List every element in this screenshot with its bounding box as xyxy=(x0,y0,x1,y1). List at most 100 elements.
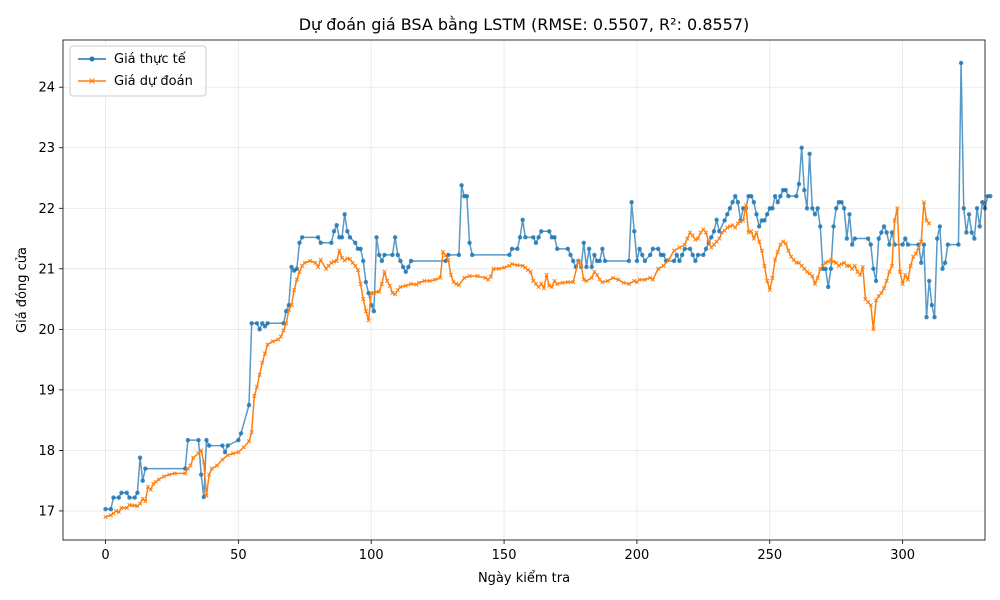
data-point xyxy=(337,248,342,253)
data-point xyxy=(961,206,966,211)
data-point xyxy=(600,279,605,285)
data-point xyxy=(775,249,780,255)
data-point xyxy=(148,487,153,492)
data-point xyxy=(329,240,334,245)
data-point xyxy=(958,60,964,66)
series-predicted xyxy=(103,200,932,520)
data-point xyxy=(547,283,552,288)
data-point xyxy=(783,187,788,193)
data-point xyxy=(124,490,129,495)
data-point xyxy=(254,321,260,326)
data-point xyxy=(515,263,520,268)
data-point xyxy=(440,249,446,255)
data-point xyxy=(778,193,783,199)
data-point xyxy=(823,260,828,265)
data-point xyxy=(151,481,156,486)
data-point xyxy=(446,257,451,262)
data-point xyxy=(629,200,634,205)
data-point xyxy=(937,224,943,229)
data-point xyxy=(260,321,265,326)
data-point xyxy=(555,281,560,287)
data-point xyxy=(294,277,299,282)
data-point xyxy=(132,495,137,500)
data-point xyxy=(347,256,353,262)
data-point xyxy=(772,257,778,262)
data-point xyxy=(741,218,746,223)
data-point xyxy=(135,490,140,495)
data-point xyxy=(735,221,741,226)
data-point xyxy=(794,193,799,199)
data-point xyxy=(467,273,472,279)
data-point xyxy=(703,246,709,252)
data-point xyxy=(796,181,802,187)
data-point xyxy=(143,499,148,504)
data-point xyxy=(730,200,735,205)
data-point xyxy=(403,269,408,275)
data-point xyxy=(422,278,427,284)
data-point xyxy=(727,206,733,211)
data-point xyxy=(780,239,786,244)
data-point xyxy=(648,275,653,281)
x-axis-ticks: 0 50 100 150 200 250 300 xyxy=(101,540,915,563)
data-point xyxy=(363,309,369,314)
data-point xyxy=(879,230,884,235)
data-point xyxy=(903,236,908,241)
data-point xyxy=(879,290,884,296)
data-point xyxy=(236,450,241,455)
data-point xyxy=(839,261,844,267)
data-point xyxy=(140,478,145,483)
data-point xyxy=(292,287,297,293)
data-point xyxy=(701,252,706,258)
data-point xyxy=(581,240,586,245)
data-point xyxy=(969,230,974,235)
data-point xyxy=(353,240,358,245)
data-point xyxy=(924,315,929,320)
data-point xyxy=(828,266,834,272)
data-point xyxy=(103,506,108,512)
data-point xyxy=(677,258,682,264)
data-point xyxy=(733,225,738,230)
x-axis-label: Ngày kiểm tra xyxy=(478,571,570,586)
data-point xyxy=(905,242,911,247)
x-tick-label: 250 xyxy=(757,548,782,563)
data-point xyxy=(342,258,347,263)
data-point xyxy=(507,263,512,268)
data-point xyxy=(313,260,318,265)
data-point xyxy=(462,275,467,281)
data-point xyxy=(852,263,857,268)
data-point xyxy=(201,460,206,465)
data-point xyxy=(390,252,395,258)
data-point xyxy=(637,277,642,282)
data-point xyxy=(249,430,254,435)
data-point xyxy=(940,266,945,272)
data-point xyxy=(539,281,544,287)
data-point xyxy=(661,263,666,268)
data-point xyxy=(719,230,725,235)
data-point xyxy=(257,327,262,332)
data-point xyxy=(762,218,767,223)
data-point xyxy=(656,266,661,271)
data-point xyxy=(746,230,751,235)
data-point xyxy=(868,242,873,247)
data-point xyxy=(881,286,887,291)
data-point xyxy=(626,281,632,287)
data-point xyxy=(597,258,602,264)
y-tick-label: 20 xyxy=(38,323,55,338)
legend-item-predicted: Giá dự đoán xyxy=(78,74,193,89)
data-point xyxy=(188,463,193,468)
data-point xyxy=(934,236,940,241)
x-tick-label: 50 xyxy=(230,548,247,563)
legend: Giá thực tế Giá dự đoán xyxy=(69,45,207,97)
data-point xyxy=(260,360,265,365)
data-point xyxy=(371,308,377,314)
data-point xyxy=(594,272,600,278)
data-point xyxy=(161,474,167,479)
data-point xyxy=(602,258,608,264)
data-point xyxy=(281,328,286,333)
data-point xyxy=(743,203,749,208)
data-point xyxy=(406,264,411,270)
data-point xyxy=(900,281,905,287)
data-point xyxy=(533,240,539,245)
data-point xyxy=(315,235,321,240)
